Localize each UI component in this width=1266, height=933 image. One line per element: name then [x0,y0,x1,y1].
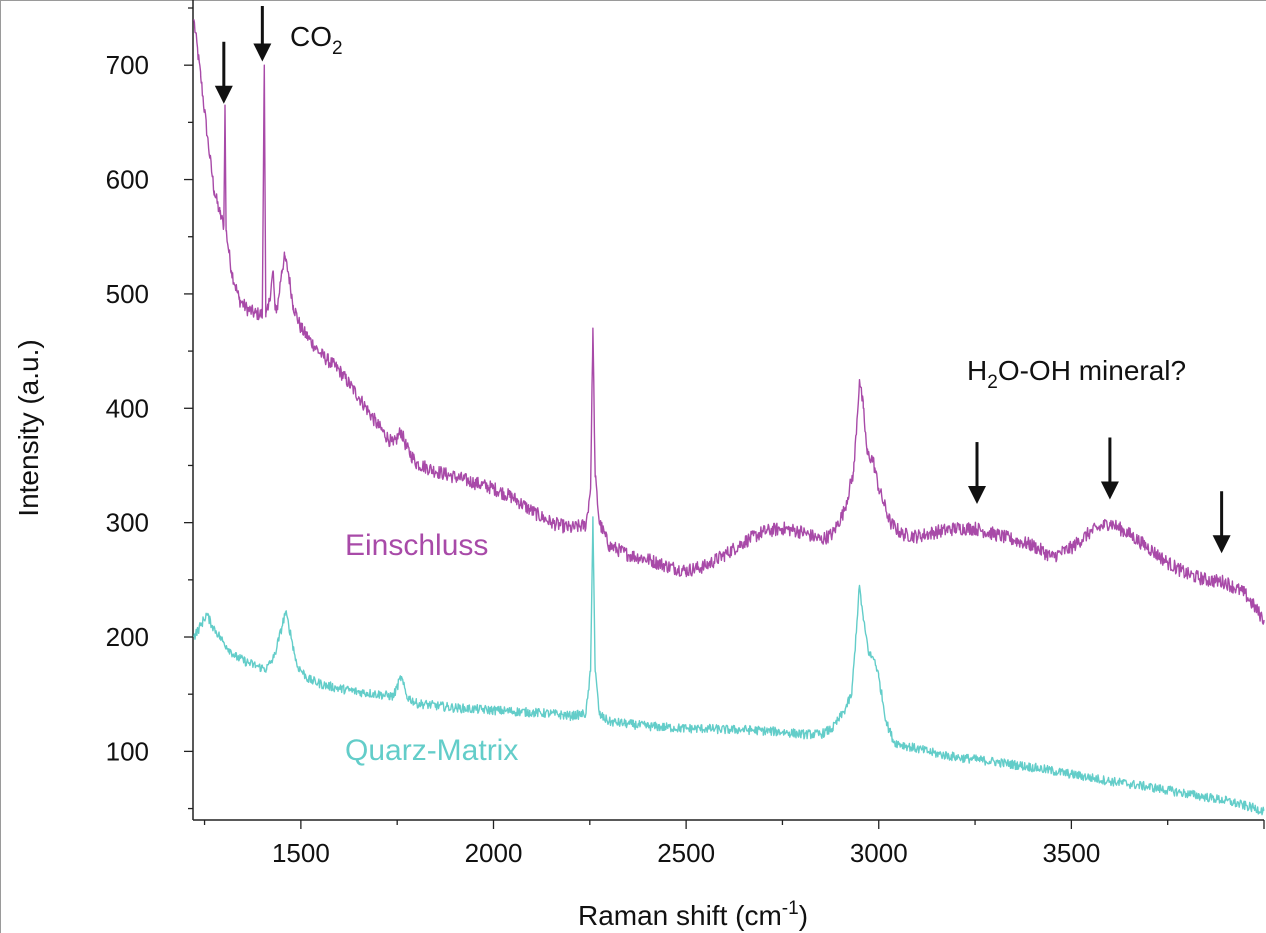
annotation-arrow-head [1100,481,1119,500]
series-label-einschluss: Einschluss [345,529,488,562]
co2-annotation-text: CO [290,21,332,52]
x-tick-label: 3000 [850,838,908,868]
water-annotation-rest: O-OH mineral? [998,355,1186,386]
x-tick-label: 1500 [272,838,330,868]
x-tick-label: 2500 [657,838,715,868]
y-tick-label: 600 [106,165,149,195]
water-annotation-h: H [967,355,987,386]
water-annotation-subscript: 2 [987,372,998,393]
y-tick-label: 700 [106,50,149,80]
x-axis-title: Raman shift (cm-1) [578,898,808,931]
x-tick-label: 3500 [1042,838,1100,868]
series-label-quarz-matrix: Quarz-Matrix [345,734,518,767]
co2-annotation-subscript: 2 [332,38,343,59]
y-tick-label: 400 [106,393,149,423]
x-axis-title-text: Raman shift (cm [578,900,782,931]
co2-annotation: CO2 [290,21,343,59]
x-axis-title-superscript: -1 [782,898,799,919]
annotation-arrow-head [253,43,272,62]
x-axis-title-suffix: ) [799,900,808,931]
series-line-quarz-matrix [193,516,1265,816]
y-tick-label: 200 [106,622,149,652]
x-tick-label: 2000 [465,838,523,868]
plot-area: 100 200 300 400 500 600 700 1500 2000 2500 3000 350… [106,0,1265,868]
series-line-einschluss [193,19,1265,625]
y-tick-label: 100 [106,736,149,766]
annotation-arrow-head [1212,535,1231,554]
y-tick-label: 300 [106,508,149,538]
y-tick-label: 500 [106,279,149,309]
y-axis-title: Intensity (a.u.) [13,339,44,516]
annotation-arrow-head [967,486,986,505]
annotation-arrow-head [214,85,233,104]
water-annotation: H2O-OH mineral? [967,355,1186,393]
